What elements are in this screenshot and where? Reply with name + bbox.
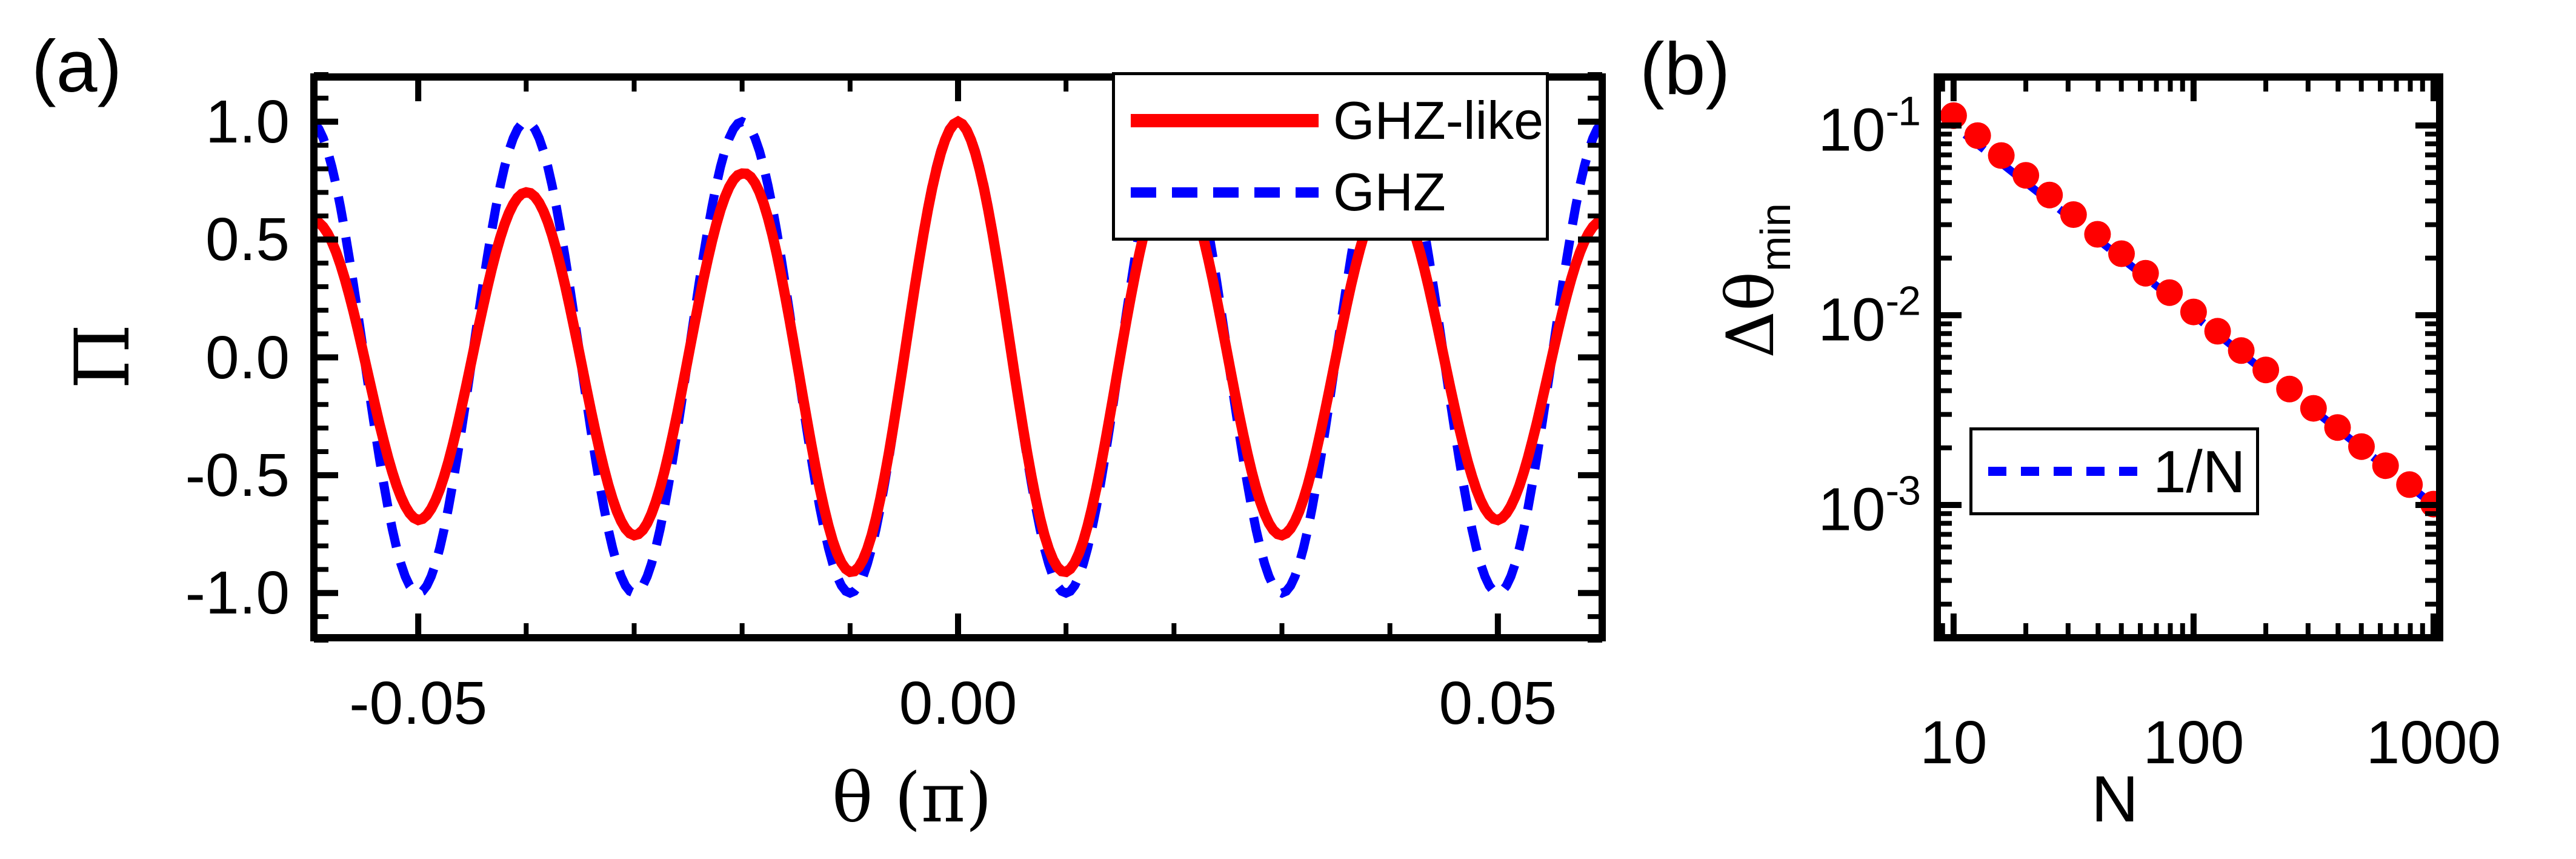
data-point <box>2348 433 2375 460</box>
panel-a-y-axis-title: Π <box>59 323 147 390</box>
panel-a-y-tick-label: -0.5 <box>185 441 290 509</box>
panel-a-y-tick-label: 1.0 <box>205 87 290 156</box>
delta-theta-text: Δθ <box>1713 271 1789 358</box>
panel-b-y-tick-label: 10-1 <box>1818 88 1921 164</box>
panel-a-y-tick-label: 0.5 <box>205 206 290 274</box>
panel-a-x-axis-title: θ (π) <box>831 759 993 838</box>
data-point <box>2180 298 2207 326</box>
data-point <box>2372 452 2399 480</box>
panel-b-x-axis-title: N <box>2091 762 2138 835</box>
panel-b-x-minor-ticks <box>1940 77 2425 638</box>
legend-label-one-over-n: 1/N <box>2153 438 2246 505</box>
data-point <box>2036 181 2063 209</box>
panel-a-label: (a) <box>32 25 122 107</box>
ghz-like-solid-red-line-sample <box>1131 113 1319 127</box>
panel-a-y-tick-label: -1.0 <box>185 559 290 627</box>
data-point <box>2060 201 2087 228</box>
panel-b-series <box>1938 102 2439 518</box>
min-subscript: min <box>1752 203 1799 272</box>
legend-entry-ghz-like: GHZ-like <box>1115 90 1546 150</box>
panel-b-x-tick-label: 100 <box>2143 709 2245 777</box>
data-point <box>2300 395 2327 422</box>
legend-entry-ghz: GHZ <box>1115 165 1546 219</box>
ghz-dashed-blue-line-sample <box>1131 187 1319 198</box>
panel-a-x-tick-label: -0.05 <box>349 669 488 737</box>
panel-b-label: (b) <box>1640 27 1731 110</box>
panel-b-x-tick-label: 1000 <box>2366 709 2501 777</box>
data-point <box>2252 356 2280 384</box>
data-point <box>2012 162 2040 189</box>
panel-a-x-tick-label: 0.05 <box>1439 669 1557 737</box>
panel-b-y-axis-title: Δθmin <box>1713 203 1799 358</box>
legend-label-ghz-like: GHZ-like <box>1333 90 1544 150</box>
delta-theta-min-data-points <box>1940 102 2439 518</box>
panel-b-x-major-ticks <box>1950 77 2437 638</box>
data-point <box>2396 471 2423 498</box>
data-point <box>2228 337 2255 364</box>
panel-a-legend: GHZ-like GHZ <box>1112 72 1549 241</box>
data-point <box>2132 259 2159 287</box>
legend-entry-one-over-n: 1/N <box>1972 442 2246 501</box>
data-point <box>2276 375 2303 403</box>
panel-a-y-minor-ticks <box>314 72 1602 643</box>
panel-b-y-major-ticks <box>1937 122 2440 508</box>
legend-label-ghz: GHZ <box>1333 162 1446 222</box>
data-point <box>2108 240 2135 267</box>
panel-b-y-minor-ticks <box>1937 132 2440 640</box>
one-over-n-dashed-blue-line-sample <box>1988 467 2137 476</box>
data-point <box>2084 221 2111 248</box>
data-point <box>2204 318 2231 345</box>
data-point <box>1964 122 1991 149</box>
panel-b-y-tick-label: 10-2 <box>1818 278 1921 354</box>
data-point <box>1940 102 1967 129</box>
panel-a-x-tick-label: 0.00 <box>899 669 1017 737</box>
panel-b-y-tick-label: 10-3 <box>1818 467 1921 544</box>
panel-b-legend: 1/N <box>1969 427 2259 515</box>
panel-b-x-tick-label: 10 <box>1920 709 1988 777</box>
panel-a-y-tick-label: 0.0 <box>205 323 290 392</box>
data-point <box>1988 142 2015 169</box>
data-point <box>2156 279 2183 306</box>
data-point <box>2324 414 2351 441</box>
panel-a-y-major-ticks <box>314 118 1602 597</box>
